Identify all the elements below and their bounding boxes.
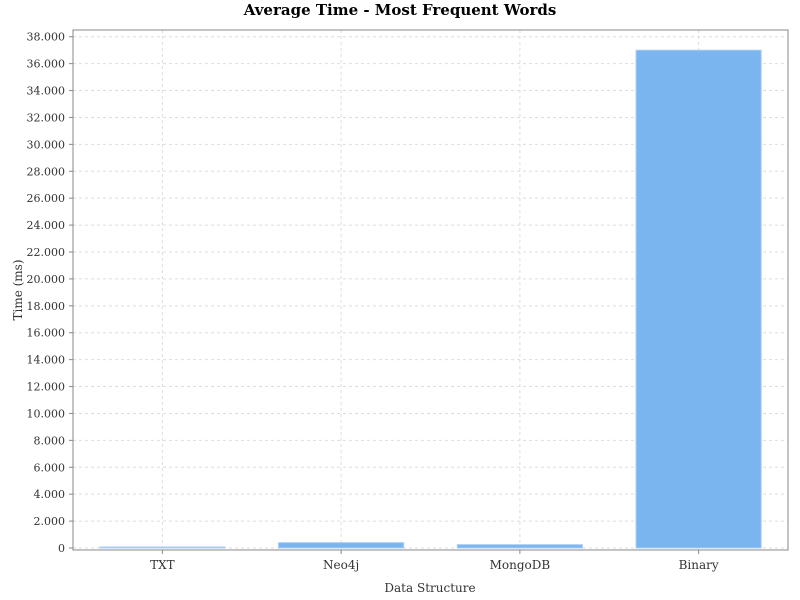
y-axis-label: Time (ms) [11,259,25,320]
y-tick-label: 18.000 [27,300,66,313]
y-tick-label: 38.000 [27,31,66,44]
x-axis-label: Data Structure [384,581,475,595]
y-tick-label: 30.000 [27,138,66,151]
y-tick-label: 34.000 [27,85,66,98]
bar-binary [635,49,762,549]
x-tick-label: Neo4j [323,558,359,572]
y-tick-label: 16.000 [27,327,66,340]
y-tick-label: 14.000 [27,354,66,367]
bar-layer [99,49,762,549]
y-tick-label: 12.000 [27,381,66,394]
y-tick-label: 2.000 [34,515,66,528]
y-tick-label: 8.000 [34,434,66,447]
bar-mongodb [456,544,583,549]
y-tick-label: 0 [58,542,65,555]
x-tick-label: TXT [150,558,175,572]
y-tick-label: 22.000 [27,246,66,259]
y-tick-label: 6.000 [34,461,66,474]
y-tick-label: 20.000 [27,273,66,286]
y-tick-label: 24.000 [27,219,66,232]
y-tick-label: 36.000 [27,58,66,71]
y-tick-label: 26.000 [27,192,66,205]
x-tick-label: Binary [679,558,719,572]
y-axis-ticks: 0 2.000 4.000 6.000 8.000 10.000 12.000 14.000 1… [27,31,73,555]
y-tick-label: 32.000 [27,111,66,124]
plot-frame [72,29,789,551]
chart-title: Average Time - Most Frequent Words [243,1,557,19]
y-tick-label: 4.000 [34,488,66,501]
bar-txt [99,546,226,549]
x-axis-ticks: TXT Neo4j MongoDB Binary [150,550,719,572]
y-tick-label: 28.000 [27,165,66,178]
x-tick-label: MongoDB [490,558,551,572]
bar-neo4j [278,542,405,549]
y-tick-label: 10.000 [27,407,66,420]
